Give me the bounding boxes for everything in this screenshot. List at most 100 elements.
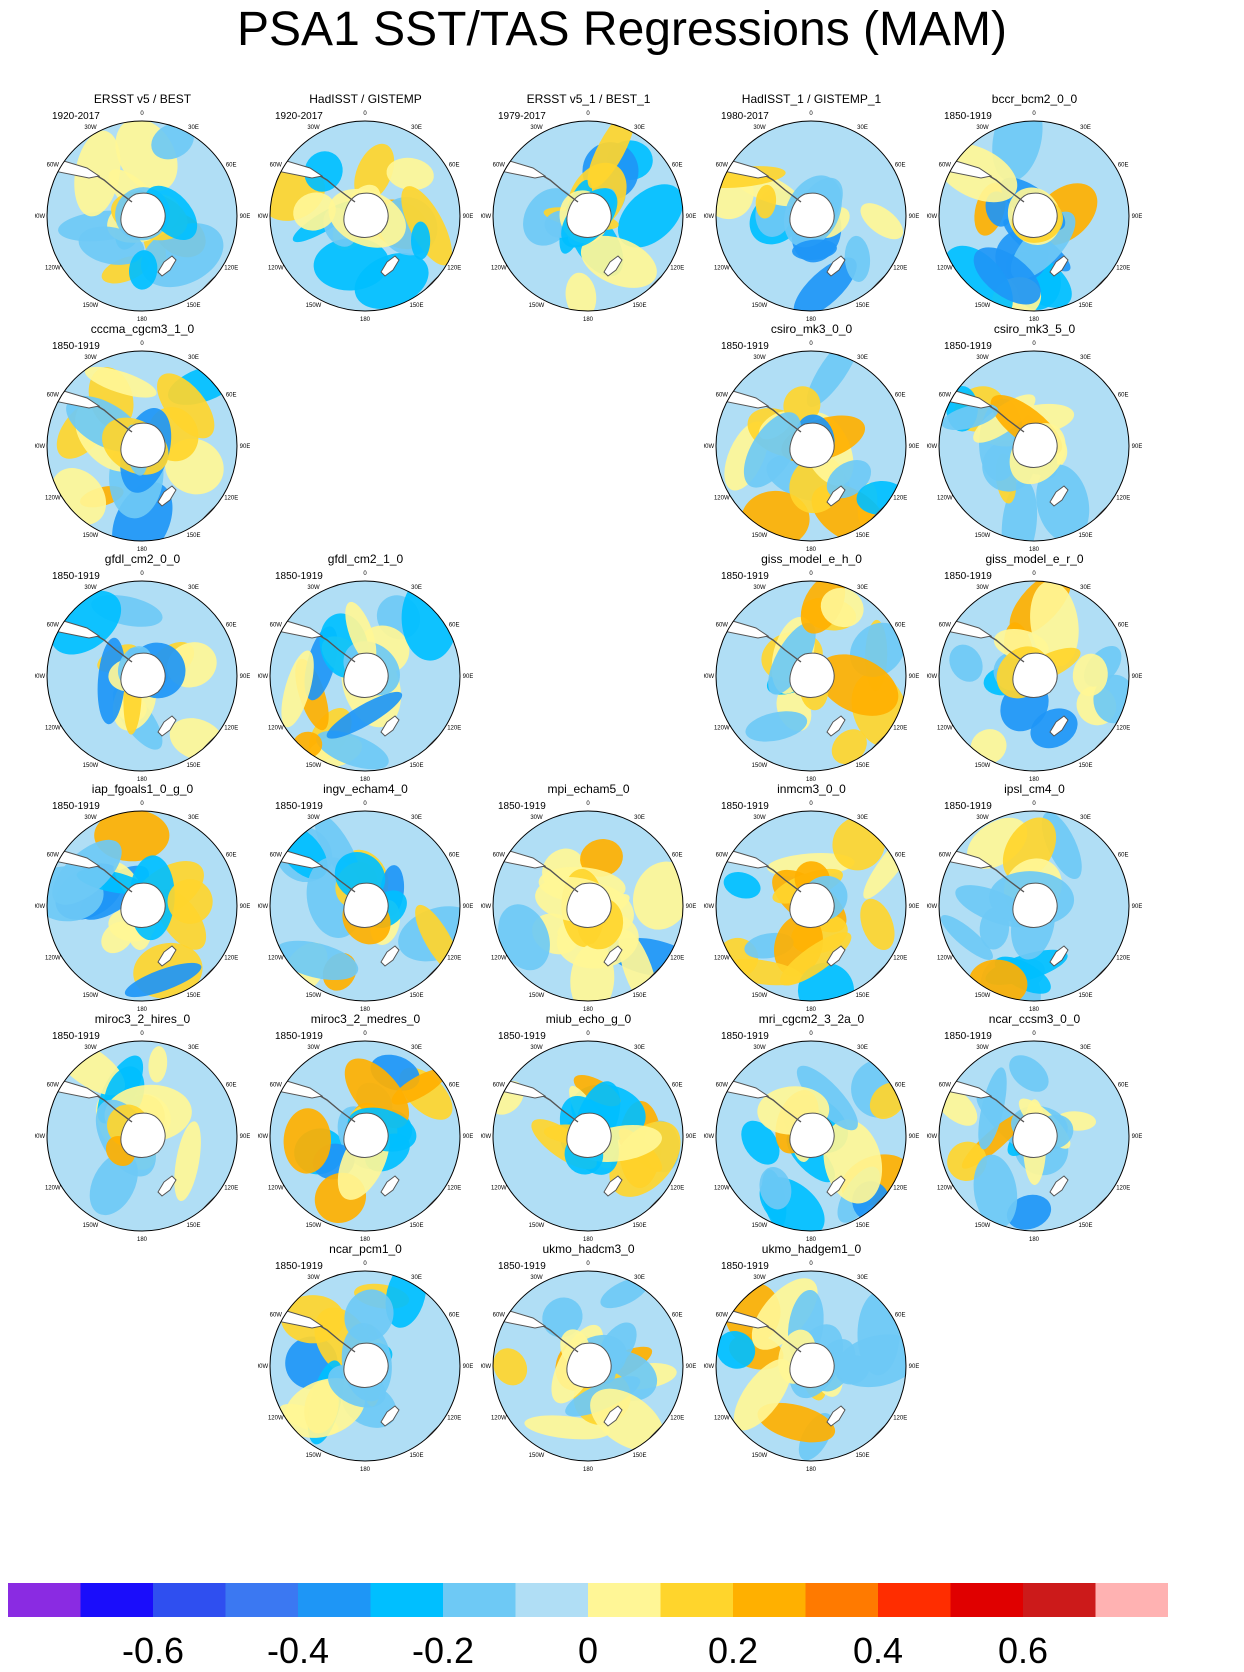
- new-zealand-landmass: [603, 1175, 623, 1197]
- lon-tick-label: 150W: [83, 533, 99, 539]
- map-panel: 0 30E 60E 90E 120E 150E 180 150W 120W 90W 60W 30W in…: [704, 782, 919, 1026]
- new-zealand-landmass: [826, 715, 846, 737]
- anomaly-region: [283, 1108, 332, 1174]
- lon-tick-label: 150W: [752, 1223, 768, 1229]
- lon-tick-label: 120E: [1116, 956, 1130, 962]
- lon-tick-label: 90W: [35, 674, 46, 680]
- lon-tick-label: 150W: [529, 993, 545, 999]
- lon-tick-label: 0: [1032, 341, 1036, 347]
- lon-tick-label: 120E: [224, 266, 238, 272]
- polar-map: 0 30E 60E 90E 120E 150E 180 150W 120W 90W 60W 30W: [704, 111, 919, 323]
- antarctica-landmass: [789, 192, 835, 238]
- panel-title: mri_cgcm2_3_2a_0: [758, 1012, 865, 1026]
- map-panel: 0 30E 60E 90E 120E 150E 180 150W 120W 90W 60W 30W mr…: [704, 1012, 919, 1256]
- map-panel: 0 30E 60E 90E 120E 150E 180 150W 120W 90W 60W 30W ip…: [927, 782, 1142, 1026]
- lon-tick-label: 60W: [939, 163, 952, 169]
- lon-tick-label: 150W: [83, 763, 99, 769]
- map-panel: 0 30E 60E 90E 120E 150E 180 150W 120W 90W 60W 30W in…: [258, 782, 473, 1026]
- africa-landmass: [203, 1043, 225, 1067]
- lon-tick-label: 30E: [188, 585, 199, 591]
- anomaly-region: [344, 1058, 410, 1129]
- lon-tick-label: 60E: [1118, 393, 1129, 399]
- lon-tick-label: 0: [809, 341, 813, 347]
- lon-tick-label: 180: [1029, 547, 1040, 553]
- lon-tick-label: 30W: [307, 125, 320, 131]
- lon-tick-label: 150E: [1078, 533, 1092, 539]
- lon-tick-label: 60W: [270, 623, 283, 629]
- anomaly-region: [1030, 581, 1079, 667]
- anomaly-region: [124, 962, 202, 998]
- panel-period: 1920-2017: [275, 111, 323, 122]
- lon-tick-label: 0: [140, 801, 144, 807]
- lon-tick-label: 120W: [45, 496, 61, 502]
- africa-landmass: [872, 583, 894, 607]
- anomaly-region: [745, 711, 808, 742]
- map-panel: 0 30E 60E 90E 120E 150E 180 150W 120W 90W 60W 30W nc…: [258, 1242, 473, 1486]
- lon-tick-label: 180: [360, 1237, 371, 1243]
- lon-tick-label: 90E: [240, 1134, 250, 1140]
- anomaly-region: [741, 1120, 780, 1165]
- lon-tick-label: 30W: [530, 1045, 543, 1051]
- lon-tick-label: 90E: [463, 674, 473, 680]
- map-panel: 0 30E 60E 90E 120E 150E 180 150W 120W 90W 60W 30W bc…: [927, 92, 1142, 336]
- lon-tick-label: 30W: [307, 585, 320, 591]
- lon-tick-label: 60E: [449, 853, 460, 859]
- peninsula-coastline: [316, 173, 356, 203]
- antarctica-landmass: [789, 1342, 835, 1388]
- lon-tick-label: 120W: [714, 1416, 730, 1422]
- map-border: [938, 580, 1130, 772]
- anomaly-region: [836, 1334, 906, 1388]
- lon-tick-label: 180: [360, 317, 371, 323]
- lon-tick-label: 150W: [975, 533, 991, 539]
- colorbar-swatch: [515, 1583, 589, 1617]
- colorbar-swatch: [80, 1583, 154, 1617]
- lon-tick-label: 150E: [409, 1223, 423, 1229]
- lon-tick-label: 0: [809, 1261, 813, 1267]
- panel-period: 1850-1919: [52, 1031, 100, 1042]
- anomaly-region: [796, 1065, 858, 1131]
- lon-tick-label: 60W: [47, 1083, 60, 1089]
- lon-tick-label: 30E: [188, 355, 199, 361]
- lon-tick-label: 0: [809, 1031, 813, 1037]
- map-panel: 0 30E 60E 90E 120E 150E 180 150W 120W 90W 60W 30W ER…: [35, 92, 250, 336]
- new-zealand-landmass: [1049, 715, 1069, 737]
- map-border: [492, 1270, 684, 1462]
- lon-tick-label: 150W: [752, 993, 768, 999]
- colorbar-swatch: [1023, 1583, 1096, 1617]
- lon-tick-label: 120E: [670, 1186, 684, 1192]
- lon-tick-label: 120W: [268, 266, 284, 272]
- lon-tick-label: 150E: [409, 993, 423, 999]
- panel-title: csiro_mk3_5_0: [993, 322, 1076, 336]
- lon-tick-label: 0: [586, 1261, 590, 1267]
- anomaly-region: [860, 898, 895, 951]
- lon-tick-label: 150E: [855, 1453, 869, 1459]
- lon-tick-label: 180: [806, 1467, 817, 1473]
- lon-tick-label: 150W: [752, 763, 768, 769]
- polar-map: 0 30E 60E 90E 120E 150E 180 150W 120W 90W 60W 30W: [704, 341, 919, 553]
- anomaly-region: [391, 1068, 447, 1105]
- new-zealand-landmass: [603, 945, 623, 967]
- africa-landmass: [649, 123, 671, 147]
- lon-tick-label: 90W: [927, 444, 938, 450]
- lon-tick-label: 60E: [449, 1313, 460, 1319]
- lon-tick-label: 120E: [893, 496, 907, 502]
- lon-tick-label: 120E: [670, 1416, 684, 1422]
- anomaly-region: [716, 1331, 756, 1369]
- lon-tick-label: 120W: [937, 726, 953, 732]
- lon-tick-label: 90W: [704, 674, 715, 680]
- lon-tick-label: 60W: [270, 163, 283, 169]
- lon-tick-label: 150W: [975, 763, 991, 769]
- africa-landmass: [1095, 1043, 1117, 1067]
- new-zealand-landmass: [826, 1175, 846, 1197]
- lon-tick-label: 180: [137, 317, 148, 323]
- africa-landmass: [426, 583, 448, 607]
- polar-map: 0 30E 60E 90E 120E 150E 180 150W 120W 90W 60W 30W: [35, 801, 250, 1013]
- colorbar-tick-label: -0.6: [121, 1630, 185, 1671]
- new-zealand-landmass: [826, 255, 846, 277]
- lon-tick-label: 60E: [895, 163, 906, 169]
- map-panel: 0 30E 60E 90E 120E 150E 180 150W 120W 90W 60W 30W Ha…: [704, 92, 919, 336]
- panel-title: giss_model_e_h_0: [761, 552, 862, 566]
- map-border: [938, 810, 1130, 1002]
- lon-tick-label: 90E: [240, 444, 250, 450]
- lon-tick-label: 30E: [411, 125, 422, 131]
